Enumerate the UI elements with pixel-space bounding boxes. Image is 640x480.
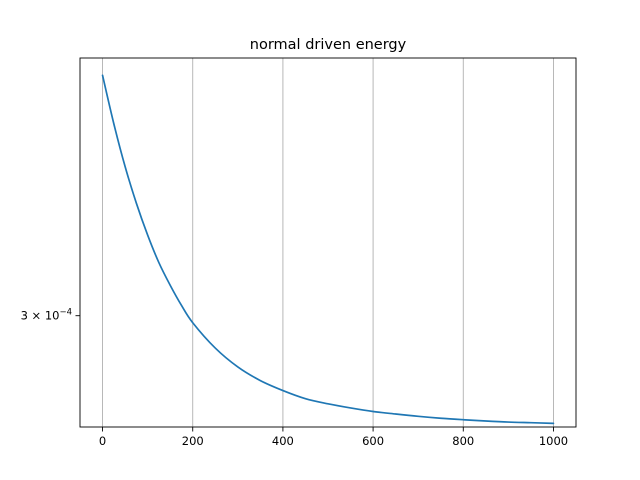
y-tick-label: 3 × 10−4 [21, 308, 72, 323]
plot-area-frame [79, 57, 577, 428]
series-line-0 [101, 74, 555, 425]
x-tick-label-2: 400 [272, 434, 294, 448]
series-layer [101, 74, 555, 425]
x-tick-label-0: 0 [99, 434, 106, 448]
x-tick-label-1: 200 [182, 434, 204, 448]
x-tick-label-5: 1000 [539, 434, 568, 448]
x-tick-label-4: 800 [452, 434, 474, 448]
grid-layer [102, 58, 554, 427]
x-tick-label-3: 600 [362, 434, 384, 448]
ticks-layer: 0 200 400 600 800 1000 3 × 10−4 [21, 308, 569, 448]
chart-title: normal driven energy [250, 37, 407, 53]
